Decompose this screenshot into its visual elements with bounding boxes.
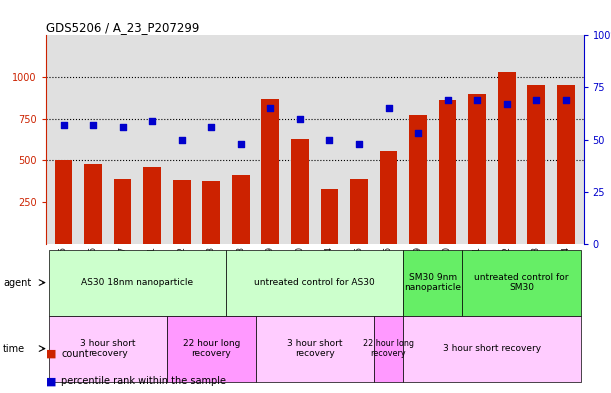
Text: 3 hour short
recovery: 3 hour short recovery <box>80 339 136 358</box>
Text: agent: agent <box>3 277 31 288</box>
Bar <box>409 116 427 244</box>
Point <box>236 141 246 147</box>
Point <box>472 97 482 103</box>
Bar <box>232 174 250 244</box>
Text: SM30 9nm
nanoparticle: SM30 9nm nanoparticle <box>404 273 461 292</box>
Point <box>147 118 157 124</box>
Bar <box>262 99 279 244</box>
Text: AS30 18nm nanoparticle: AS30 18nm nanoparticle <box>81 278 194 287</box>
Bar <box>321 189 338 244</box>
Point <box>354 141 364 147</box>
Text: 3 hour short recovery: 3 hour short recovery <box>443 344 541 353</box>
Bar <box>84 163 102 244</box>
Point <box>532 97 541 103</box>
FancyBboxPatch shape <box>463 250 580 316</box>
Text: ■: ■ <box>46 376 56 386</box>
Bar <box>114 179 131 244</box>
FancyBboxPatch shape <box>255 316 374 382</box>
Point <box>384 105 393 111</box>
Text: count: count <box>61 349 89 359</box>
Text: percentile rank within the sample: percentile rank within the sample <box>61 376 226 386</box>
Point <box>265 105 275 111</box>
Text: time: time <box>3 343 25 354</box>
Bar <box>498 72 516 244</box>
Text: untreated control for AS30: untreated control for AS30 <box>254 278 375 287</box>
Text: ■: ■ <box>46 349 56 359</box>
Bar <box>439 100 456 244</box>
Point <box>177 136 186 143</box>
FancyBboxPatch shape <box>403 250 463 316</box>
Point <box>59 122 68 128</box>
Text: untreated control for
SM30: untreated control for SM30 <box>474 273 569 292</box>
FancyBboxPatch shape <box>374 316 403 382</box>
FancyBboxPatch shape <box>226 250 403 316</box>
Point <box>324 136 334 143</box>
Bar <box>144 167 161 244</box>
FancyBboxPatch shape <box>167 316 255 382</box>
Bar <box>55 160 73 244</box>
Point <box>443 97 453 103</box>
FancyBboxPatch shape <box>49 250 226 316</box>
Bar <box>557 85 574 244</box>
Point <box>502 101 511 107</box>
Text: 22 hour long
recovery: 22 hour long recovery <box>183 339 240 358</box>
Text: GDS5206 / A_23_P207299: GDS5206 / A_23_P207299 <box>46 21 199 34</box>
Bar <box>379 151 397 244</box>
Text: 22 hour long
recovery: 22 hour long recovery <box>363 339 414 358</box>
FancyBboxPatch shape <box>403 316 580 382</box>
Bar <box>468 94 486 244</box>
Point <box>207 124 216 130</box>
Text: 3 hour short
recovery: 3 hour short recovery <box>287 339 342 358</box>
Point <box>413 130 423 136</box>
Bar <box>173 180 191 244</box>
Bar <box>202 181 220 244</box>
Point <box>88 122 98 128</box>
Bar <box>350 179 368 244</box>
FancyBboxPatch shape <box>49 316 167 382</box>
Bar <box>291 139 309 244</box>
Bar <box>527 85 545 244</box>
Point <box>295 116 305 122</box>
Point <box>561 97 571 103</box>
Point <box>118 124 128 130</box>
